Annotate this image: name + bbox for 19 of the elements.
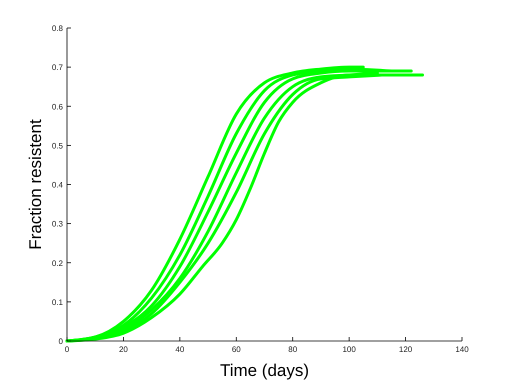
y-tick-label: 0.8 [52, 24, 64, 33]
y-tick-label: 0.3 [52, 220, 64, 229]
x-tick-label: 120 [398, 345, 413, 354]
x-tick-label: 140 [455, 345, 470, 354]
y-tick-label: 0.1 [52, 298, 64, 307]
y-tick-label: 0.2 [52, 258, 64, 268]
y-axis-title: Fraction resistent [26, 119, 45, 250]
x-tick-label: 60 [232, 345, 242, 354]
y-tick-label: 0.4 [52, 180, 64, 190]
x-tick-label: 100 [342, 345, 356, 354]
y-tick-label: 0 [58, 337, 64, 346]
x-axis-title: Time (days) [220, 361, 310, 380]
y-tick-label: 0.6 [52, 102, 64, 112]
y-tick-label: 0.5 [52, 141, 64, 150]
x-tick-label: 80 [288, 345, 298, 354]
x-tick-label: 20 [118, 345, 128, 354]
x-tick-label: 0 [64, 345, 70, 354]
x-tick-label: 40 [175, 345, 185, 354]
y-tick-label: 0.7 [52, 63, 64, 72]
